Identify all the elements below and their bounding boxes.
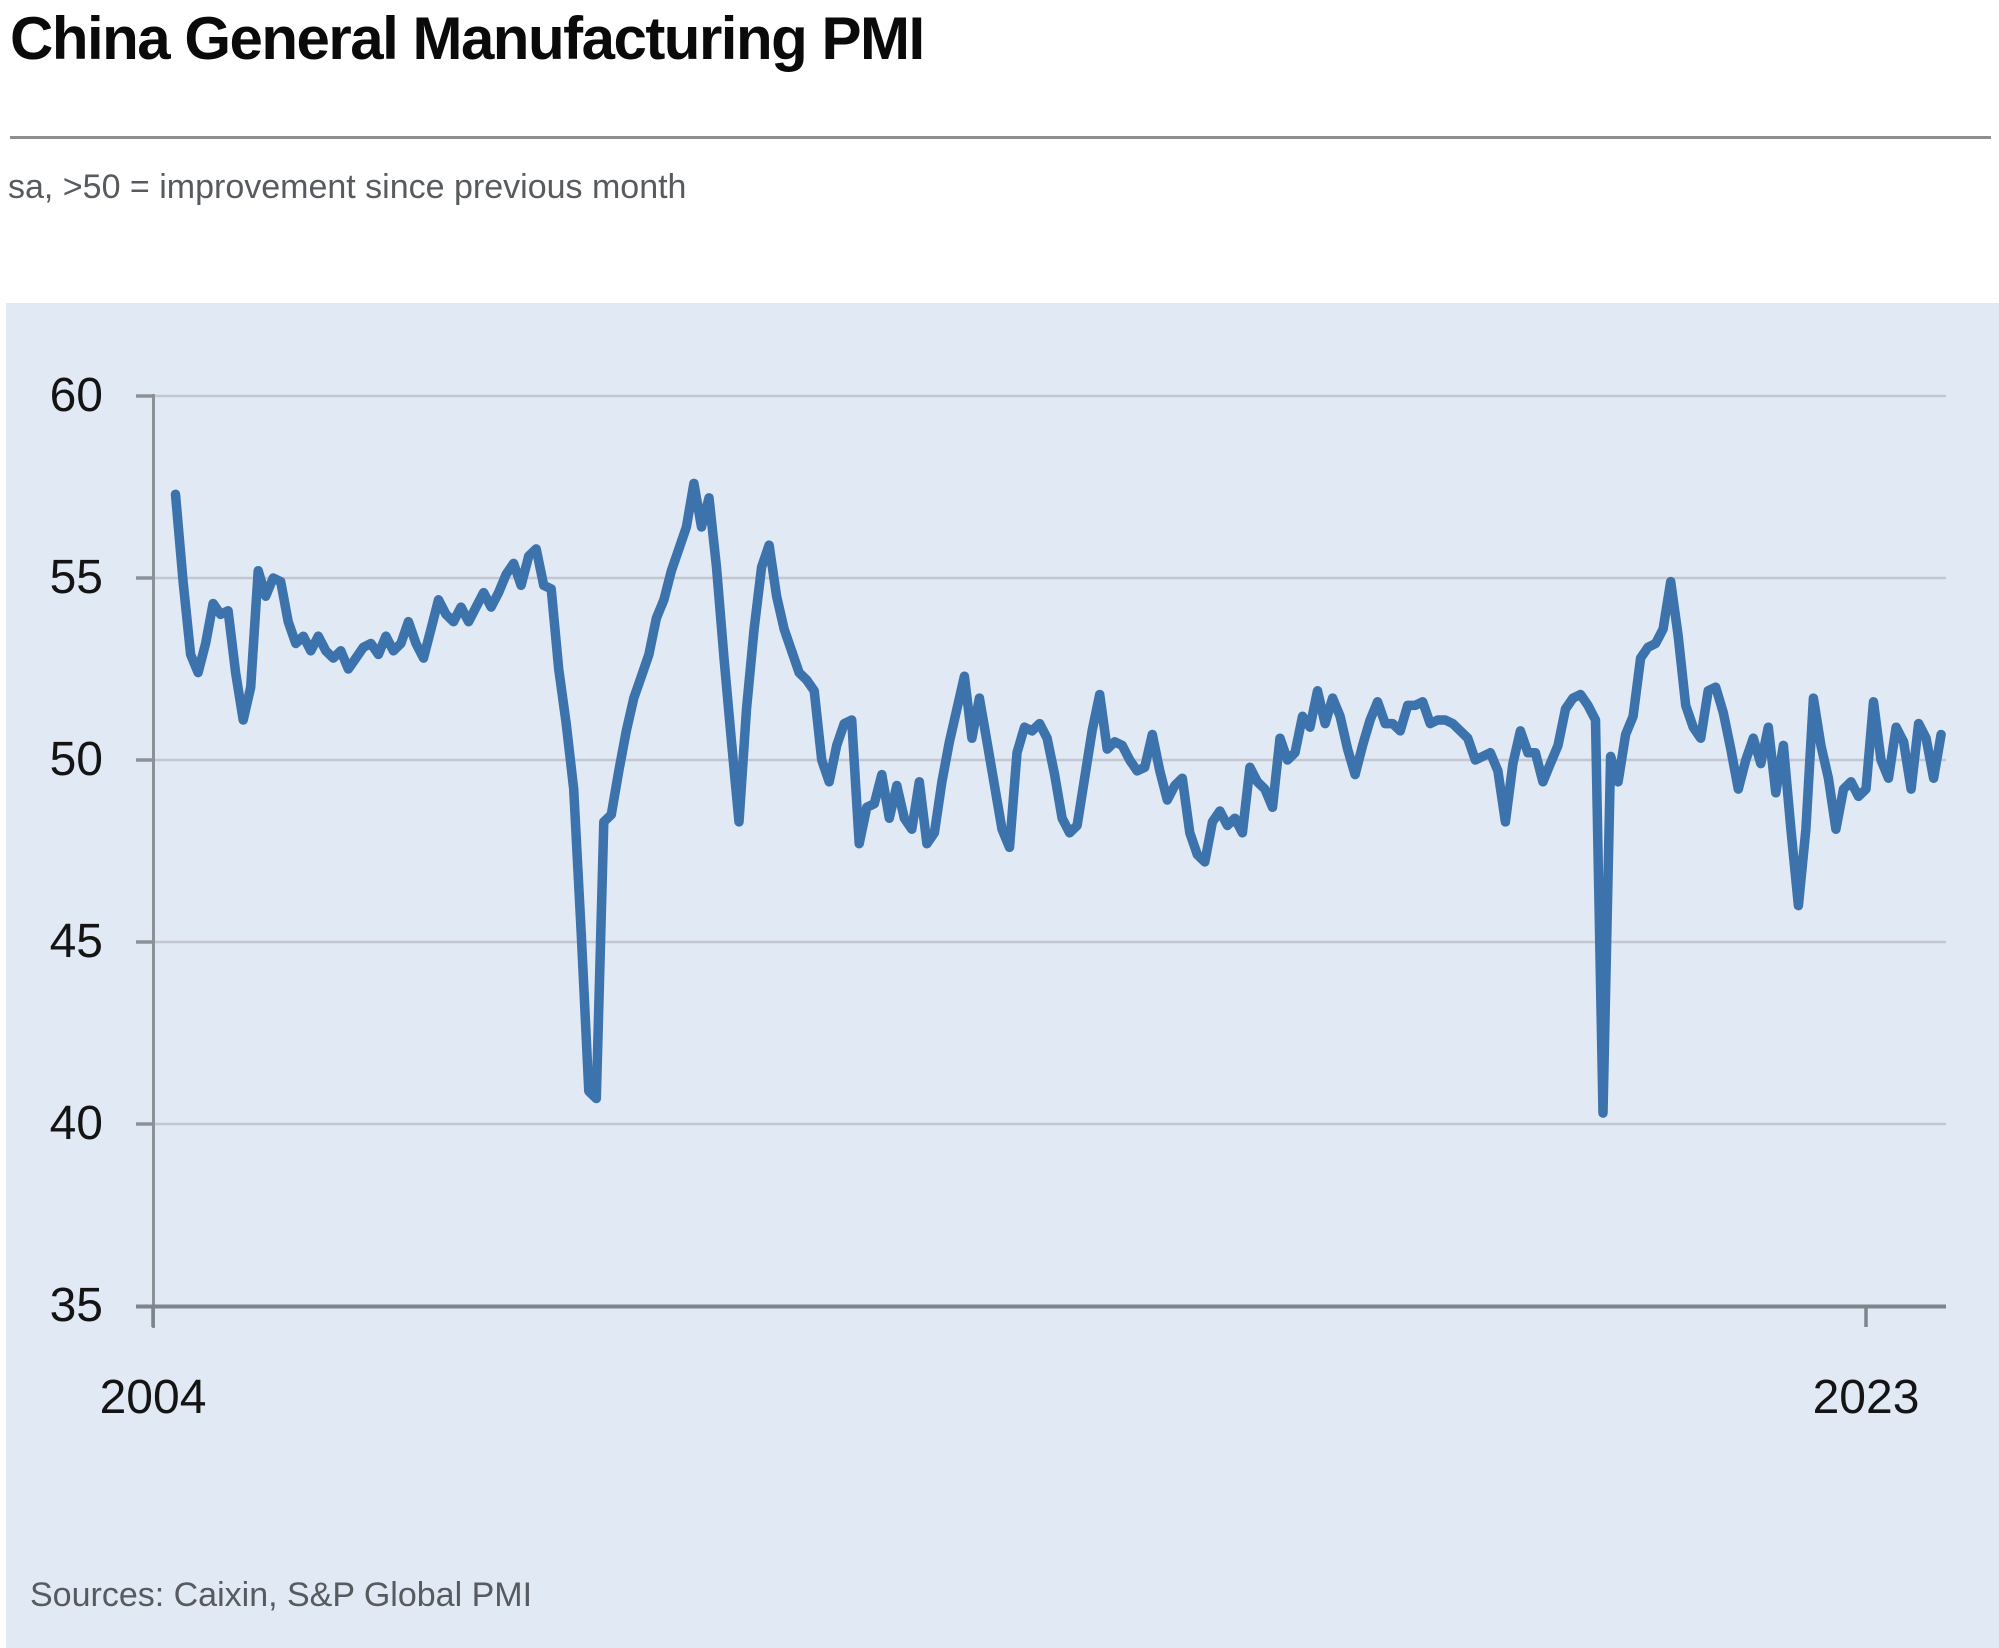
y-axis-label-35: 35 [49,1279,103,1332]
y-axis-label-55: 55 [49,551,103,604]
source-note: Sources: Caixin, S&P Global PMI [30,1576,533,1614]
y-axis-label-40: 40 [49,1097,103,1150]
x-axis-label-2004: 2004 [99,1371,207,1424]
y-axis-label-60: 60 [49,369,103,422]
title-divider [10,136,1991,139]
chart-panel [6,303,1999,1648]
x-axis-label-2023: 2023 [1812,1371,1920,1424]
y-axis-label-45: 45 [49,915,103,968]
chart-subtitle: sa, >50 = improvement since previous mon… [8,168,687,206]
chart-title: China General Manufacturing PMI [10,5,925,72]
y-axis-label-50: 50 [49,733,103,786]
